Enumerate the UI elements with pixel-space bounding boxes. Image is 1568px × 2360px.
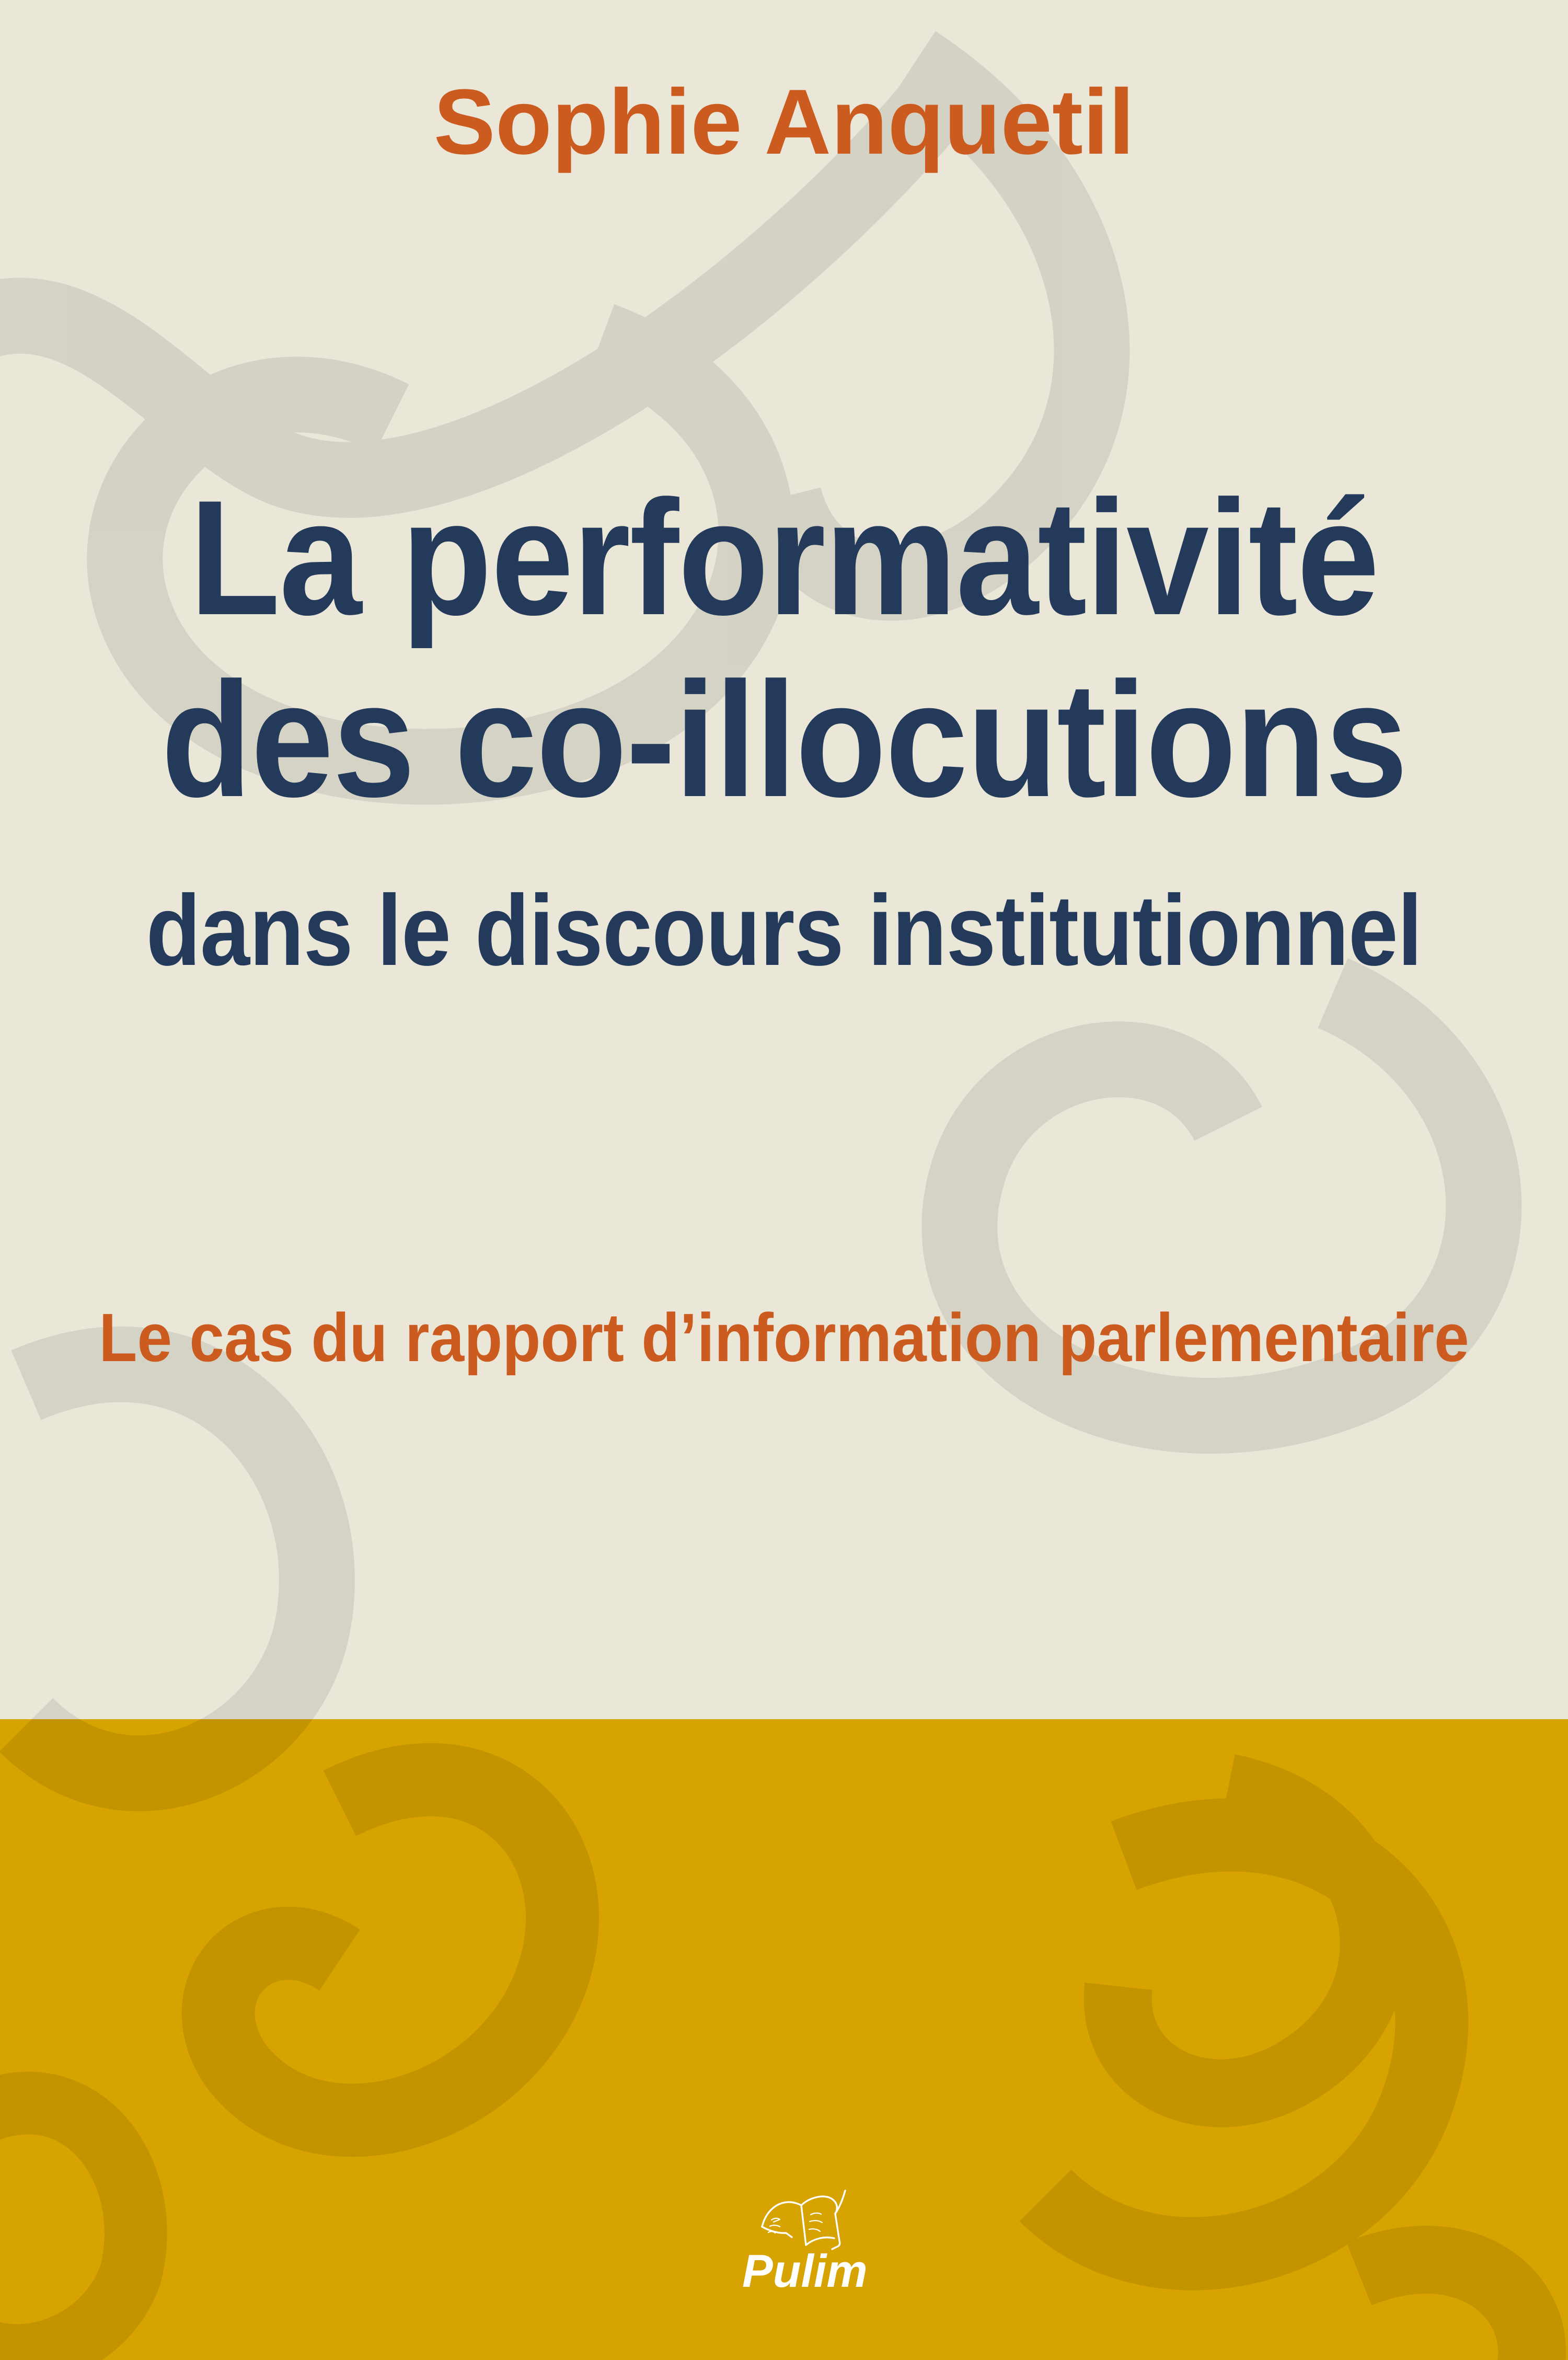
svg-text:Pulim: Pulim	[742, 2245, 868, 2292]
